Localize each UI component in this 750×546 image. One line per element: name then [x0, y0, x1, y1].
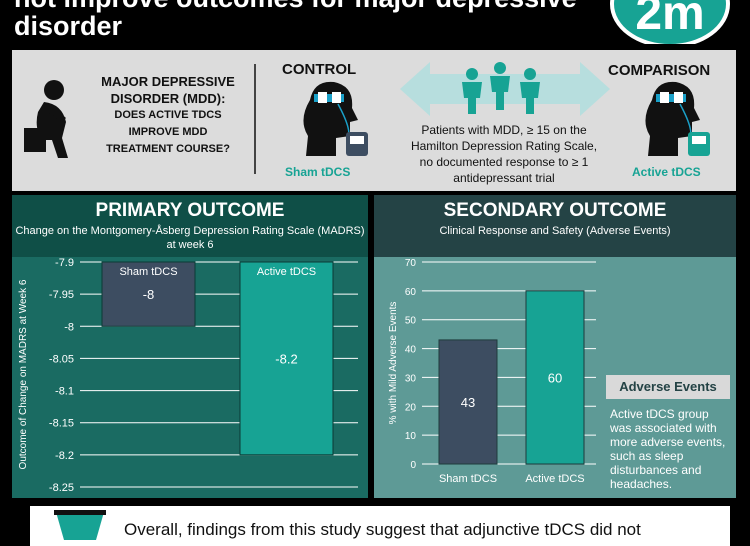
primary-subtitle: Change on the Montgomery-Åsberg Depressi… — [15, 225, 365, 251]
y-axis-label: % with Mild Adverse Events — [388, 302, 399, 425]
control-label: CONTROL — [282, 61, 357, 78]
bar-value-label: -8.2 — [275, 351, 297, 366]
bar-value-label: -8 — [143, 287, 155, 302]
y-tick-label: 70 — [405, 258, 417, 269]
y-tick-label: -8.2 — [55, 450, 74, 462]
y-tick-label: 20 — [405, 402, 417, 413]
category-label: Sham tDCS — [119, 266, 177, 278]
y-tick-label: 40 — [405, 345, 417, 356]
secondary-outcome-panel: SECONDARY OUTCOME Clinical Response and … — [374, 195, 736, 498]
primary-outcome-panel: PRIMARY OUTCOME Change on the Montgomery… — [12, 195, 368, 498]
page-title-line-1: not improve outcomes for major depressiv… — [14, 0, 577, 14]
y-tick-label: 0 — [410, 460, 416, 471]
conclusion-text: Overall, findings from this study sugges… — [124, 520, 641, 539]
y-tick-label: -7.9 — [55, 257, 74, 269]
y-tick-label: 30 — [405, 373, 417, 384]
thinking-person-icon — [24, 80, 68, 158]
bar-value-label: 60 — [548, 370, 562, 385]
head-electrode-icon — [645, 81, 710, 156]
y-tick-label: 10 — [405, 431, 417, 442]
y-tick-label: -8.15 — [49, 418, 74, 430]
page-title-line-2: disorder — [14, 11, 123, 41]
category-label: Sham tDCS — [439, 473, 497, 485]
adverse-events-text: Active tDCS group was associated with mo… — [610, 407, 726, 491]
logo-text: 2m — [635, 0, 705, 40]
bar — [438, 339, 498, 465]
primary-chart-area: -7.9 -7.95 -8 -8.05 -8.1 -8.15 -8.2 -8.25 Outcom… — [12, 257, 368, 498]
header: not improve outcomes for major depressiv… — [0, 0, 750, 44]
study-design-panel: MAJOR DEPRESSIVE DISORDER (MDD): DOES AC… — [12, 50, 736, 191]
y-tick-label: -8 — [64, 321, 74, 333]
y-tick-label: 60 — [405, 287, 417, 298]
question-title: MAJOR DEPRESSIVE DISORDER (MDD): — [101, 74, 235, 106]
comparison-label: COMPARISON — [608, 62, 711, 79]
bar — [239, 261, 334, 456]
y-axis-label: Outcome of Change on MADRS at Week 6 — [18, 279, 29, 469]
secondary-title: SECONDARY OUTCOME — [443, 200, 667, 221]
y-tick-label: -8.1 — [55, 386, 74, 398]
adverse-events-heading: Adverse Events — [606, 375, 730, 399]
active-caption: Active tDCS — [632, 165, 701, 179]
category-label: Active tDCS — [525, 473, 584, 485]
head-electrode-icon — [303, 81, 368, 156]
y-tick-label: 50 — [405, 316, 417, 327]
secondary-chart: 0 10 20 30 40 50 60 70 % with Mild Adverse Event… — [388, 258, 596, 485]
divider — [254, 64, 256, 174]
question-subtitle: DOES ACTIVE TDCS IMPROVE MDD TREATMENT C… — [106, 109, 230, 155]
patient-criteria: Patients with MDD, ≥ 15 on the Hamilton … — [410, 123, 598, 185]
bar — [101, 261, 196, 327]
y-tick-label: -8.25 — [49, 482, 74, 494]
primary-title: PRIMARY OUTCOME — [95, 200, 285, 221]
secondary-subtitle: Clinical Response and Safety (Adverse Ev… — [439, 225, 671, 237]
y-tick-label: -7.95 — [49, 289, 74, 301]
category-label: Active tDCS — [257, 266, 316, 278]
brand-logo: 2m — [610, 0, 730, 44]
secondary-chart-area: 0 10 20 30 40 50 60 70 % with Mild Adverse Event… — [374, 257, 736, 498]
bar-value-label: 43 — [461, 395, 475, 410]
conclusion-banner: Overall, findings from this study sugges… — [30, 506, 730, 546]
people-group-icon — [462, 62, 540, 114]
y-tick-label: -8.05 — [49, 353, 74, 365]
sham-caption: Sham tDCS — [285, 165, 351, 179]
bar — [525, 290, 585, 465]
cup-icon — [54, 510, 106, 540]
primary-chart: -7.9 -7.95 -8 -8.05 -8.1 -8.15 -8.2 -8.25 Outcom… — [18, 257, 358, 494]
